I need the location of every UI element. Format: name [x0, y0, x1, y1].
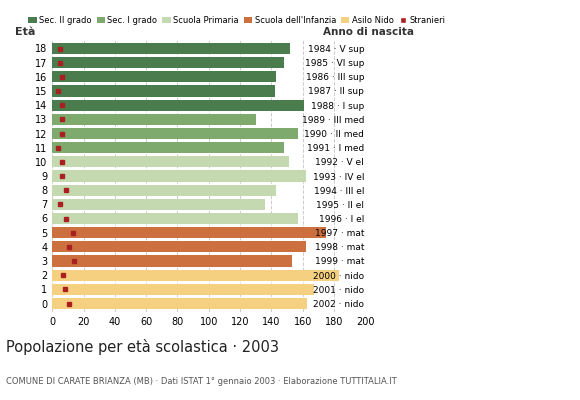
Bar [52, 86, 274, 96]
Text: COMUNE DI CARATE BRIANZA (MB) · Dati ISTAT 1° gennaio 2003 · Elaborazione TUTTIT: COMUNE DI CARATE BRIANZA (MB) · Dati IST… [6, 377, 397, 386]
Bar [52, 71, 276, 82]
Bar [52, 241, 306, 252]
Bar [52, 199, 265, 210]
Bar [52, 57, 284, 68]
Bar [52, 114, 256, 125]
Bar [52, 100, 305, 111]
Bar [52, 142, 284, 153]
Text: Popolazione per età scolastica · 2003: Popolazione per età scolastica · 2003 [6, 339, 279, 355]
Bar [52, 170, 306, 182]
Bar [52, 256, 292, 266]
Bar [52, 270, 339, 281]
Bar [52, 298, 307, 309]
Bar [52, 43, 290, 54]
Legend: Sec. II grado, Sec. I grado, Scuola Primaria, Scuola dell'Infanzia, Asilo Nido, : Sec. II grado, Sec. I grado, Scuola Prim… [28, 16, 445, 25]
Bar [52, 213, 298, 224]
Text: Anno di nascita: Anno di nascita [323, 27, 414, 37]
Bar [52, 128, 298, 139]
Bar [52, 227, 326, 238]
Bar [52, 185, 276, 196]
Bar [52, 156, 289, 167]
Bar [52, 284, 314, 295]
Text: Età: Età [14, 27, 35, 37]
